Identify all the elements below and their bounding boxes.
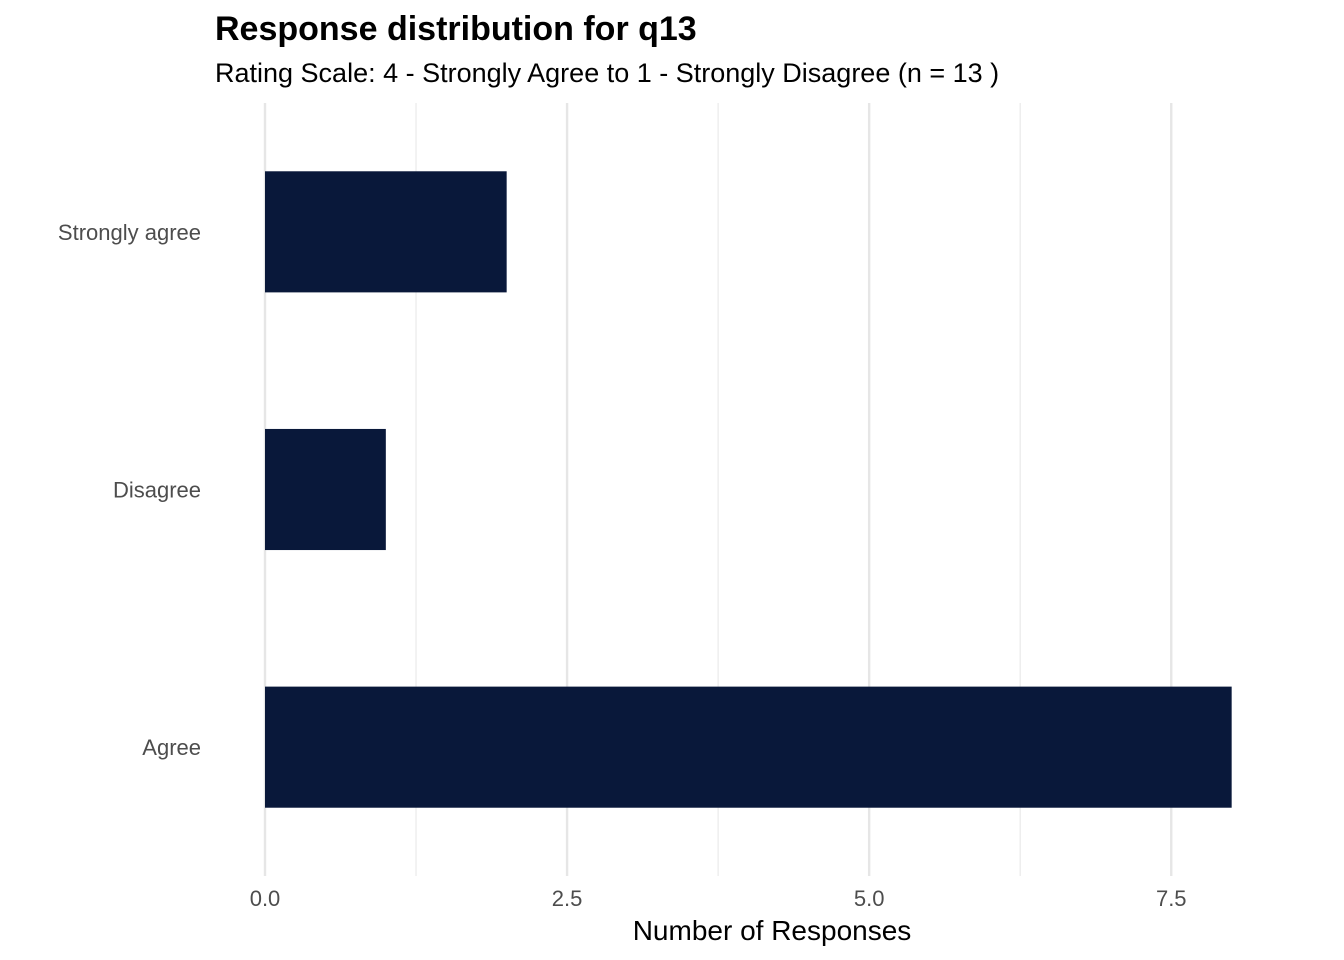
bar-agree: [265, 686, 1232, 808]
bar-disagree: [265, 428, 386, 551]
x-tick-label: 5.0: [854, 886, 885, 911]
x-tick-labels: 0.0 2.5 5.0 7.5: [250, 886, 1187, 911]
category-labels: Strongly agree Disagree Agree: [58, 220, 201, 760]
category-label: Disagree: [113, 478, 201, 503]
category-label: Strongly agree: [58, 220, 201, 245]
x-axis-title: Number of Responses: [633, 915, 912, 946]
x-tick-label: 0.0: [250, 886, 281, 911]
chart-subtitle: Rating Scale: 4 - Strongly Agree to 1 - …: [215, 58, 999, 88]
x-tick-label: 2.5: [552, 886, 583, 911]
bar-strongly-agree: [265, 171, 507, 293]
x-tick-label: 7.5: [1156, 886, 1187, 911]
chart-title: Response distribution for q13: [215, 10, 697, 48]
bars: [265, 171, 1232, 808]
category-label: Agree: [142, 735, 201, 760]
